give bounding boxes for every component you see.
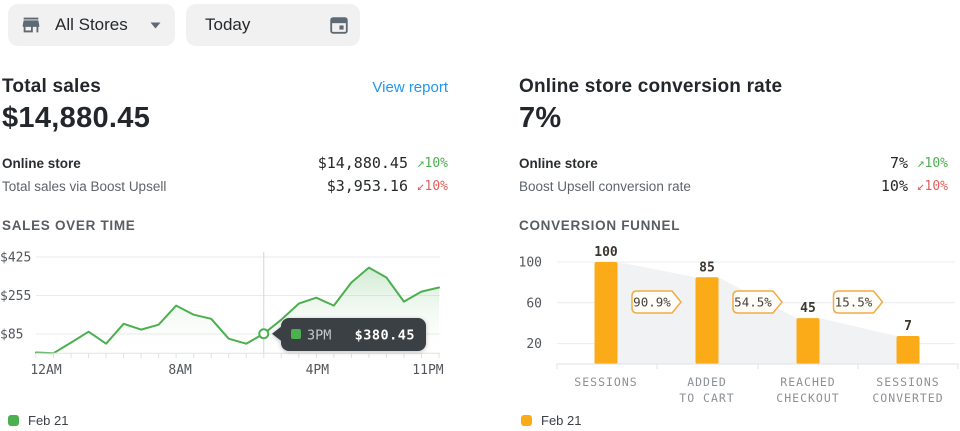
conversion-funnel-chart[interactable]: 100 60 20 100 85 45 7 SESSIONS ADDED TO CART REACH… [515,240,960,412]
funnel-bar[interactable] [796,318,820,364]
chart-tooltip: 3PM $380.45 [272,318,426,351]
arrow-up-icon: ↗ [416,155,425,171]
funnel-category-label: SESSIONS [574,375,637,389]
bar-value-label: 45 [800,301,816,316]
svg-text:8AM: 8AM [168,363,192,378]
arrow-up-icon: ↗ [916,155,925,171]
metric-delta-up: ↗10% [916,155,948,171]
tooltip-time: 3PM [307,328,331,344]
conversion-rate-title: Online store conversion rate [519,76,783,97]
svg-text:12AM: 12AM [30,363,61,378]
store-selector-button[interactable]: All Stores [8,4,175,46]
funnel-bar[interactable] [896,336,920,364]
legend-swatch-orange [521,415,532,426]
metric-label: Boost Upsell conversion rate [519,178,691,194]
total-sales-metrics: Online store $14,880.45 ↗10% Total sales… [2,152,448,198]
store-selector-label: All Stores [55,15,128,34]
metric-delta-down: ↙10% [416,178,448,194]
metric-label: Total sales via Boost Upsell [2,178,167,194]
sales-chart-legend: Feb 21 [8,413,68,428]
total-sales-panel: Total sales View report $14,880.45 Onlin… [2,0,448,431]
metric-delta-down: ↙10% [916,178,948,194]
funnel-chart-legend: Feb 21 [521,413,581,428]
funnel-bar[interactable] [594,262,618,364]
bar-value-label: 100 [594,245,618,260]
store-icon [20,14,42,36]
legend-label: Feb 21 [28,413,69,428]
funnel-category-label: REACHED CHECKOUT [776,375,839,405]
view-report-link[interactable]: View report [372,79,448,96]
funnel-bar[interactable] [695,277,719,364]
svg-text:20: 20 [526,337,542,352]
metric-label: Online store [2,155,81,171]
conversion-badge: 15.5% [832,290,884,314]
date-selector-button[interactable]: Today [186,4,360,46]
arrow-down-icon: ↙ [416,178,425,194]
svg-text:15.5%: 15.5% [835,295,873,310]
sales-line [35,266,440,355]
conversion-funnel-heading: CONVERSION FUNNEL [519,218,681,233]
metric-value: $14,880.45 [317,154,408,172]
legend-swatch-green [8,415,19,426]
metric-value: $3,953.16 [326,177,408,195]
svg-text:54.5%: 54.5% [734,295,772,310]
metric-label: Online store [519,155,598,171]
conversion-rate-value: 7% [519,102,562,134]
metric-row: Online store $14,880.45 ↗10% [2,152,448,174]
metric-row: Boost Upsell conversion rate 10% ↙10% [519,175,948,197]
svg-text:$425: $425 [0,250,31,265]
metric-row: Online store 7% ↗10% [519,152,948,174]
conversion-badge: 90.9% [631,290,682,314]
total-sales-title: Total sales [2,76,101,97]
conversion-metrics: Online store 7% ↗10% Boost Upsell conver… [519,152,948,198]
svg-text:11PM: 11PM [412,363,443,378]
tooltip-value: $380.45 [355,328,415,344]
conversion-badge: 54.5% [732,290,783,314]
metric-delta-up: ↗10% [416,155,448,171]
svg-text:4PM: 4PM [306,363,330,378]
calendar-icon [328,14,350,36]
svg-text:100: 100 [519,256,542,271]
legend-label: Feb 21 [541,413,582,428]
date-selector-label: Today [205,15,251,34]
svg-text:60: 60 [526,296,542,311]
chevron-down-icon [150,22,161,29]
metric-row: Total sales via Boost Upsell $3,953.16 ↙… [2,175,448,197]
conversion-rate-panel: Online store conversion rate 7% Online s… [519,0,948,431]
metric-value: 10% [880,177,908,195]
svg-text:$85: $85 [0,327,23,342]
metric-value: 7% [889,154,908,172]
funnel-category-label: ADDED TO CART [679,375,734,405]
arrow-down-icon: ↙ [916,178,925,194]
bar-value-label: 7 [904,319,912,334]
sales-over-time-heading: SALES OVER TIME [2,218,136,233]
svg-text:$255: $255 [0,289,31,304]
svg-text:90.9%: 90.9% [633,295,671,310]
total-sales-value: $14,880.45 [2,102,151,134]
sales-over-time-chart[interactable]: $425 $255 $85 12AM 8AM 4PM 11PM 3PM $380.45 [0,245,460,380]
x-ticks [35,353,440,359]
bar-value-label: 85 [699,260,715,275]
hover-point-marker [258,328,270,340]
funnel-category-label: SESSIONS CONVERTED [872,375,943,405]
tooltip-swatch [291,329,301,339]
